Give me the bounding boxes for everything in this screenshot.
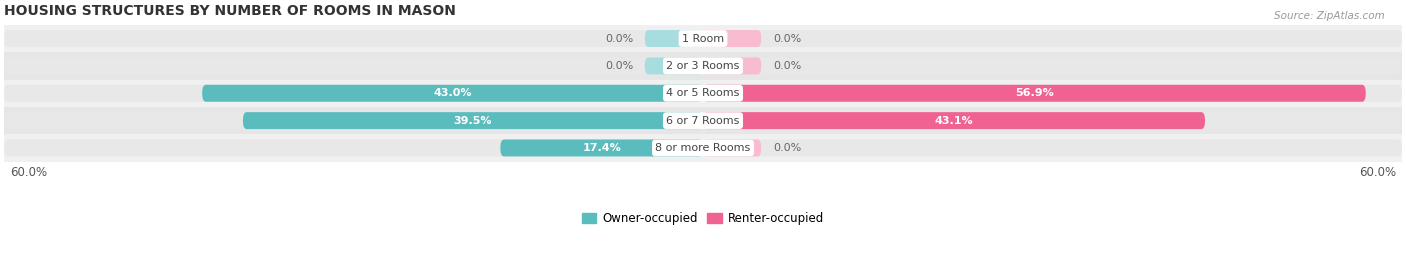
Text: 39.5%: 39.5% xyxy=(454,116,492,126)
FancyBboxPatch shape xyxy=(703,140,761,157)
Text: 60.0%: 60.0% xyxy=(1358,166,1396,179)
Text: 0.0%: 0.0% xyxy=(605,61,633,71)
Text: 1 Room: 1 Room xyxy=(682,34,724,44)
FancyBboxPatch shape xyxy=(243,112,703,129)
FancyBboxPatch shape xyxy=(202,85,703,102)
Text: 56.9%: 56.9% xyxy=(1015,88,1053,98)
FancyBboxPatch shape xyxy=(4,57,1402,75)
Bar xyxy=(4,52,1402,80)
Text: HOUSING STRUCTURES BY NUMBER OF ROOMS IN MASON: HOUSING STRUCTURES BY NUMBER OF ROOMS IN… xyxy=(4,4,456,18)
FancyBboxPatch shape xyxy=(703,112,1205,129)
FancyBboxPatch shape xyxy=(703,85,1365,102)
Bar xyxy=(4,134,1402,162)
Text: 17.4%: 17.4% xyxy=(582,143,621,153)
Text: 6 or 7 Rooms: 6 or 7 Rooms xyxy=(666,116,740,126)
Text: 0.0%: 0.0% xyxy=(773,34,801,44)
Text: 0.0%: 0.0% xyxy=(773,61,801,71)
FancyBboxPatch shape xyxy=(4,85,1402,102)
FancyBboxPatch shape xyxy=(4,30,1402,47)
FancyBboxPatch shape xyxy=(645,30,703,47)
Text: 8 or more Rooms: 8 or more Rooms xyxy=(655,143,751,153)
Text: 43.0%: 43.0% xyxy=(433,88,472,98)
Text: 2 or 3 Rooms: 2 or 3 Rooms xyxy=(666,61,740,71)
Bar xyxy=(4,80,1402,107)
Legend: Owner-occupied, Renter-occupied: Owner-occupied, Renter-occupied xyxy=(578,207,828,230)
Text: 0.0%: 0.0% xyxy=(605,34,633,44)
FancyBboxPatch shape xyxy=(703,57,761,75)
Bar xyxy=(4,107,1402,134)
FancyBboxPatch shape xyxy=(4,140,1402,157)
FancyBboxPatch shape xyxy=(4,112,1402,129)
Text: 60.0%: 60.0% xyxy=(10,166,48,179)
FancyBboxPatch shape xyxy=(703,30,761,47)
FancyBboxPatch shape xyxy=(501,140,703,157)
Text: 0.0%: 0.0% xyxy=(773,143,801,153)
Text: Source: ZipAtlas.com: Source: ZipAtlas.com xyxy=(1274,11,1385,21)
Text: 4 or 5 Rooms: 4 or 5 Rooms xyxy=(666,88,740,98)
Text: 43.1%: 43.1% xyxy=(935,116,973,126)
FancyBboxPatch shape xyxy=(645,57,703,75)
Bar xyxy=(4,25,1402,52)
